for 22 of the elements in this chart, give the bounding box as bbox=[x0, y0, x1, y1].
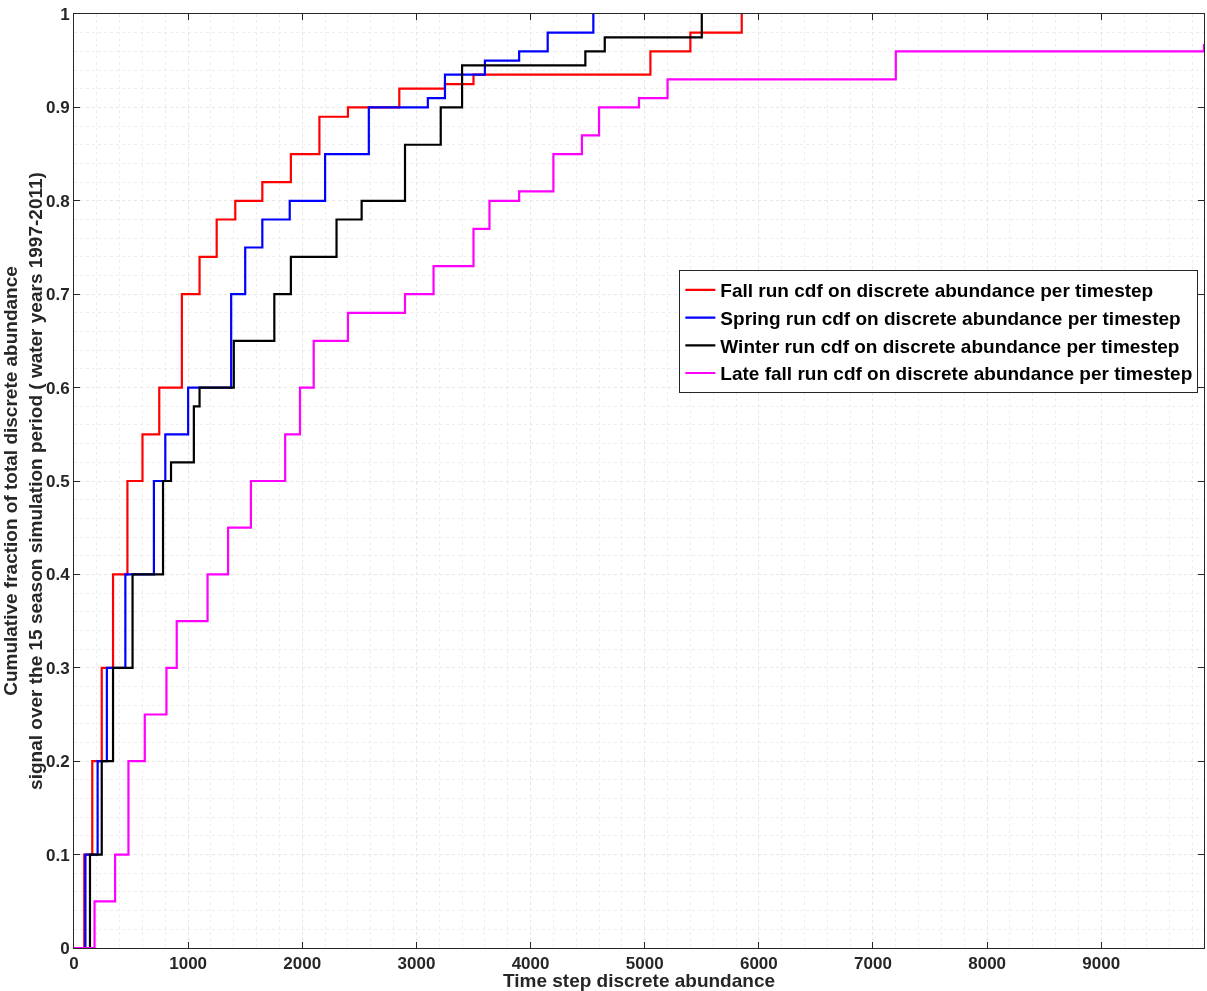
y-tick-label: 0.1 bbox=[45, 845, 70, 865]
x-tick-label: 1000 bbox=[169, 954, 208, 974]
y-axis-title: Cumulative fraction of total discrete abundance signal over the 15 season simulation period ( water years 1997-2011) bbox=[0, 172, 46, 790]
y-tick-label: 0.8 bbox=[45, 191, 70, 211]
legend-label: Spring run cdf on discrete abundance per timestep bbox=[720, 308, 1181, 330]
y-tick-label: 0.2 bbox=[45, 752, 70, 772]
y-tick-label: 0.9 bbox=[45, 98, 70, 118]
x-tick-label: 3000 bbox=[397, 954, 436, 974]
y-tick-label: 0.7 bbox=[45, 285, 70, 305]
legend-label: Winter run cdf on discrete abundance per timestep bbox=[720, 335, 1180, 357]
y-tick-label: 0.6 bbox=[45, 378, 70, 398]
x-tick-label: 2000 bbox=[283, 954, 322, 974]
legend-label: Late fall run cdf on discrete abundance per timestep bbox=[720, 363, 1193, 385]
y-tick-label: 0.3 bbox=[45, 658, 70, 678]
x-tick-label: 8000 bbox=[968, 954, 1007, 974]
x-tick-label: 7000 bbox=[854, 954, 892, 974]
y-tick-label: 0 bbox=[60, 938, 70, 958]
y-tick-label: 0.4 bbox=[45, 565, 71, 585]
y-tick-label: 1 bbox=[60, 4, 70, 24]
x-tick-label: 9000 bbox=[1082, 954, 1121, 974]
y-tick-label: 0.5 bbox=[45, 471, 70, 491]
legend-label: Fall run cdf on discrete abundance per timestep bbox=[720, 280, 1154, 302]
